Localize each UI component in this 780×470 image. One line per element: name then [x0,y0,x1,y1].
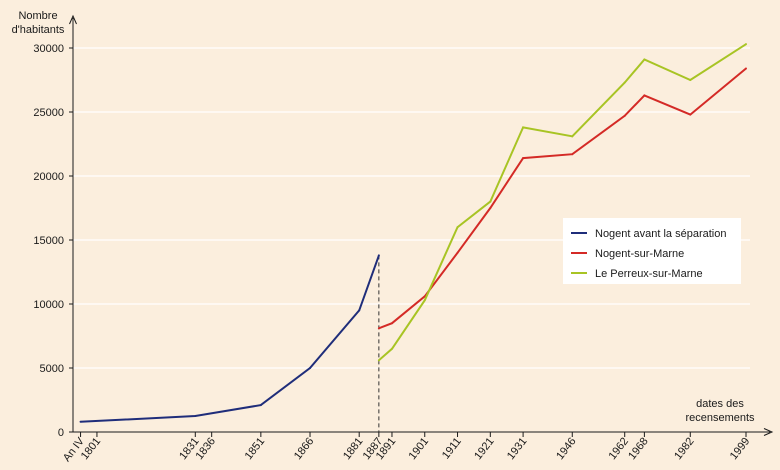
x-tick-label: 1866 [292,435,317,462]
x-tick-label: 1901 [407,435,432,462]
x-tick-label: 1962 [607,435,632,462]
series-line-1 [80,255,380,423]
x-tick-label: 1982 [672,435,697,462]
y-axis-arrow [69,14,77,25]
legend-label: Nogent-sur-Marne [595,248,684,260]
x-tick-label: 1911 [440,435,464,461]
y-tick-label: 20000 [33,171,64,183]
series-point [745,67,747,70]
gridlines [73,47,750,369]
y-axis-title-line1: Nombre [18,10,57,22]
series-point [643,94,646,97]
x-tick-label: 1931 [505,435,530,462]
x-tick-label: 1968 [626,435,651,462]
series-point [377,327,380,330]
series-point [745,43,747,46]
series-line-2 [378,67,747,330]
legend-label: Nogent avant la séparation [595,228,726,240]
series-point [390,347,393,350]
series-lines [79,43,747,432]
x-tick-label: 1921 [472,435,497,462]
x-tick-label: 1999 [728,435,753,462]
series-point [489,207,492,209]
series-point [358,309,361,312]
series-point [689,79,692,81]
x-axis-title-line1: dates des [696,398,744,410]
series-point [390,322,393,325]
series-point [522,126,525,129]
series-point [522,157,525,160]
y-tick-label: 0 [58,427,64,439]
x-tick-label: 1851 [243,435,268,462]
series-point [309,367,312,369]
series-line-3 [378,43,747,362]
series-point [623,81,626,84]
series-point [456,226,459,229]
y-tick-label: 25000 [33,107,64,119]
y-tick-label: 10000 [33,299,64,311]
y-tick-label: 15000 [33,235,64,247]
series-point [194,415,197,417]
x-axis-title-line2: recensements [685,412,755,424]
series-point [456,251,459,254]
series-point [643,58,646,61]
x-tick-label: 1881 [341,435,366,462]
legend-label: Le Perreux-sur-Marne [595,268,703,280]
series-point [377,359,380,362]
series-point [571,153,574,156]
x-tick-label: 1946 [554,435,579,462]
y-tick-label: 5000 [40,363,64,375]
series-point [489,200,492,203]
series-point [423,299,426,302]
series-point [623,114,626,117]
y-axis-title-line2: d'habitants [12,24,65,36]
series-point [377,254,380,257]
legend-box [563,218,741,284]
legend: Nogent avant la séparation Nogent-sur-Mar… [563,218,741,284]
series-point [79,420,82,423]
series-point [689,113,692,116]
series-point [571,135,574,138]
x-axis-arrow [763,428,774,436]
y-tick-label: 30000 [33,43,64,55]
series-point [259,404,262,407]
